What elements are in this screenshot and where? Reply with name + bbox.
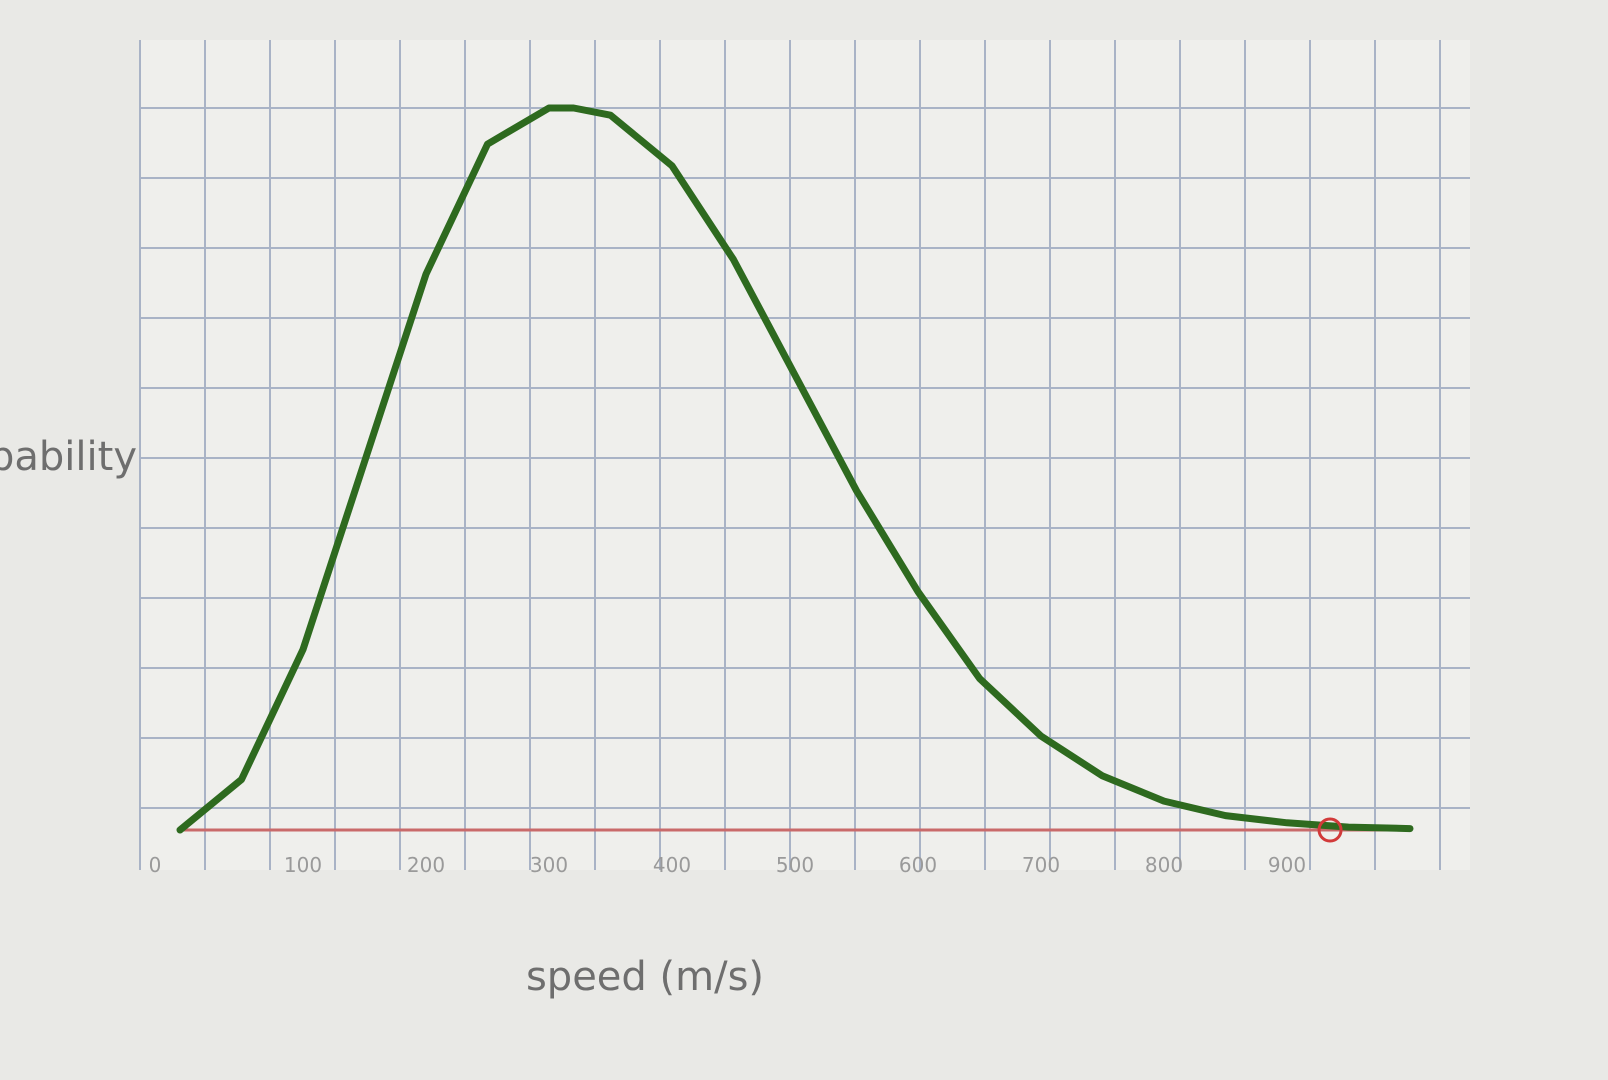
x-tick-label: 200 [407, 853, 445, 877]
marker-point [1317, 817, 1343, 843]
x-tick-labels: 0 100 200 300 400 500 600 700 800 900 [149, 853, 1306, 877]
x-tick-label: 100 [284, 853, 322, 877]
x-tick-label: 0 [149, 853, 162, 877]
x-axis-title: speed (m/s) [526, 954, 764, 1000]
x-tick-label: 300 [530, 853, 568, 877]
x-tick-label: 700 [1022, 853, 1060, 877]
x-tick-label: 600 [899, 853, 937, 877]
x-tick-label: 400 [653, 853, 691, 877]
x-tick-label: 500 [776, 853, 814, 877]
x-tick-label: 800 [1145, 853, 1183, 877]
grid [139, 40, 1470, 870]
y-axis-title: pability [0, 434, 137, 480]
x-tick-label: 900 [1268, 853, 1306, 877]
marker-layer [1317, 817, 1343, 843]
series-layer [176, 104, 1414, 834]
plot-background [140, 40, 1470, 870]
series-line [176, 104, 1414, 834]
